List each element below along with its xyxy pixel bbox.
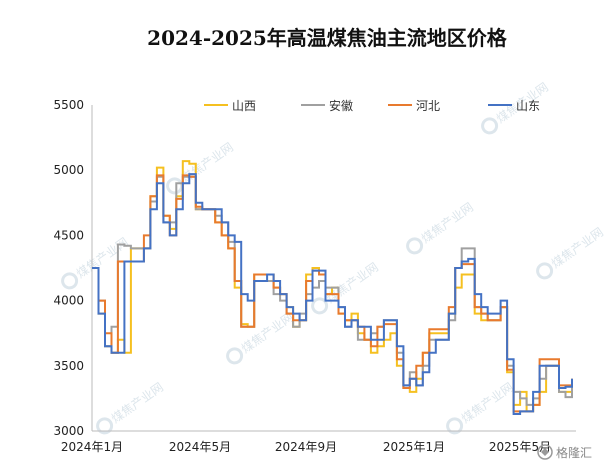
watermark-text: 煤焦产业网: [109, 380, 166, 426]
chart-title: 2024-2025年高温煤焦油主流地区价格: [147, 26, 508, 50]
watermark-logo-icon: [311, 297, 329, 315]
brand-logo: 格隆汇: [537, 444, 592, 460]
x-tick-label: 2024年1月: [61, 440, 123, 454]
watermark: 煤焦产业网: [226, 310, 296, 365]
watermark-logo-icon: [61, 272, 79, 290]
watermark-layer: 煤焦产业网煤焦产业网煤焦产业网煤焦产业网煤焦产业网煤焦产业网煤焦产业网煤焦产业网…: [61, 80, 606, 435]
y-tick-label: 4000: [53, 294, 84, 308]
watermark-text: 煤焦产业网: [179, 140, 236, 186]
x-tick-label: 2025年1月: [383, 440, 445, 454]
watermark-logo-icon: [406, 237, 424, 255]
brand-icon: [537, 444, 553, 460]
y-tick-label: 5500: [53, 98, 84, 112]
brand-icon-mark: [541, 448, 549, 456]
series-lines: [92, 160, 573, 415]
y-tick-label: 3500: [53, 359, 84, 373]
watermark: 煤焦产业网: [61, 235, 131, 290]
x-tick-label: 2025年5月: [489, 440, 551, 454]
watermark: 煤焦产业网: [96, 380, 166, 435]
watermark-text: 煤焦产业网: [419, 200, 476, 246]
watermark-text: 煤焦产业网: [549, 225, 606, 271]
watermark-logo-icon: [481, 117, 499, 135]
watermark-text: 煤焦产业网: [324, 260, 381, 306]
legend-label: 山东: [516, 99, 540, 113]
y-tick-label: 5000: [53, 163, 84, 177]
watermark-logo-icon: [96, 417, 114, 435]
legend-label: 山西: [232, 99, 256, 113]
brand-text: 格隆汇: [556, 445, 592, 460]
watermark-logo-icon: [536, 262, 554, 280]
legend-label: 河北: [416, 99, 440, 113]
series-line-4: [92, 173, 573, 415]
watermark: 煤焦产业网: [536, 225, 606, 280]
watermark: 煤焦产业网: [406, 200, 476, 255]
watermark-logo-icon: [226, 347, 244, 365]
watermark-logo-icon: [166, 177, 184, 195]
legend: 山西 安徽 河北 山东: [204, 98, 540, 113]
watermark-text: 煤焦产业网: [239, 310, 296, 356]
y-tick-label: 4500: [53, 228, 84, 242]
legend-label: 安徽: [329, 98, 353, 113]
x-tick-label: 2024年9月: [275, 440, 337, 454]
watermark-logo-icon: [446, 417, 464, 435]
x-tick-label: 2024年5月: [169, 440, 231, 454]
watermark-text: 煤焦产业网: [459, 380, 516, 426]
y-tick-label: 3000: [53, 424, 84, 438]
watermark: 煤焦产业网: [446, 380, 516, 435]
